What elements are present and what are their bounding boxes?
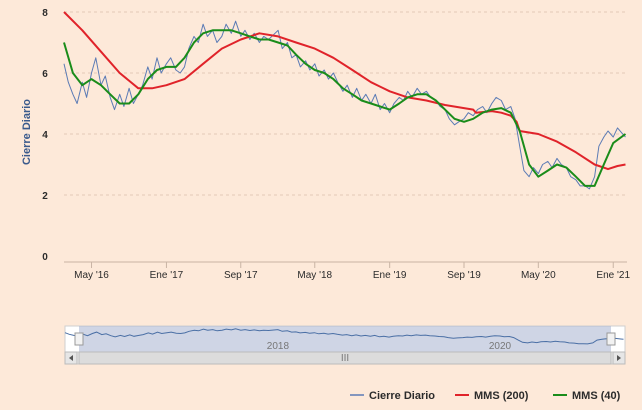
chevron-left-icon bbox=[69, 355, 73, 361]
x-tick-label: Ene '19 bbox=[373, 270, 407, 281]
navigator-labels: 2018 2020 bbox=[267, 341, 512, 352]
y-tick-label: 4 bbox=[42, 130, 48, 141]
x-axis: May '16 Ene '17 Sep '17 May '18 Ene '19 Sep '… bbox=[64, 261, 630, 281]
series-line-3 bbox=[63, 29, 627, 187]
navigator-right-handle[interactable] bbox=[606, 332, 616, 346]
navigator-scrollbar-thumb[interactable] bbox=[78, 351, 612, 365]
legend-label[interactable]: MMS (200) bbox=[474, 390, 529, 402]
x-tick-label: Sep '19 bbox=[447, 270, 481, 281]
x-tick-label: May '20 bbox=[521, 270, 556, 281]
navigator[interactable]: 2018 2020 III bbox=[64, 325, 626, 365]
chevron-right-icon bbox=[617, 355, 621, 361]
x-tick-label: May '16 bbox=[74, 270, 109, 281]
x-tick-label: Ene '21 bbox=[596, 270, 630, 281]
series-lines bbox=[63, 11, 627, 190]
y-tick-label: 2 bbox=[42, 191, 48, 202]
navigator-year-label: 2018 bbox=[267, 341, 290, 352]
legend-label[interactable]: Cierre Diario bbox=[369, 390, 435, 402]
y-tick-label: 6 bbox=[42, 69, 48, 80]
y-tick-label: 8 bbox=[42, 8, 48, 19]
navigator-year-label: 2020 bbox=[489, 341, 512, 352]
series-line-2 bbox=[63, 11, 626, 171]
x-tick-label: May '18 bbox=[297, 270, 332, 281]
legend-label[interactable]: MMS (40) bbox=[572, 390, 621, 402]
y-axis-ticks: 0 2 4 6 8 bbox=[42, 8, 48, 263]
legend: Cierre Diario MMS (200) MMS (40) bbox=[350, 390, 621, 402]
x-tick-label: Ene '17 bbox=[150, 270, 184, 281]
series-line-1 bbox=[63, 20, 626, 190]
scrollbar-grip: III bbox=[341, 353, 349, 364]
x-tick-label: Sep '17 bbox=[224, 270, 258, 281]
navigator-selection[interactable] bbox=[79, 326, 611, 352]
navigator-series bbox=[64, 328, 624, 345]
y-axis-label: Cierre Diario bbox=[21, 99, 33, 165]
navigator-left-handle[interactable] bbox=[74, 332, 84, 346]
y-tick-label: 0 bbox=[42, 252, 48, 263]
